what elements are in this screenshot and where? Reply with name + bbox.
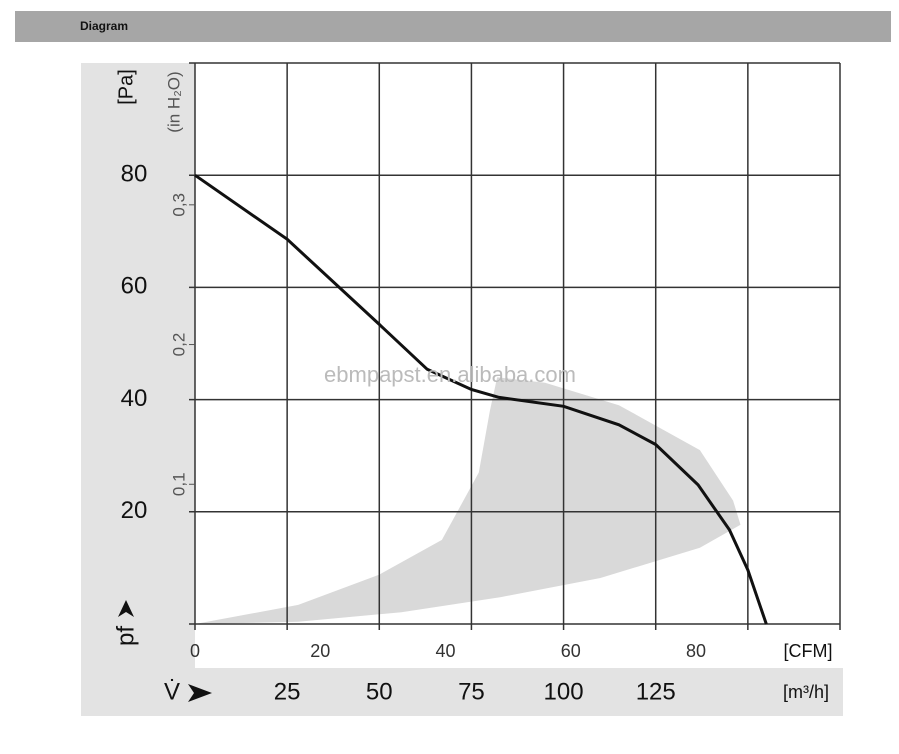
- x2-tick-label: 20: [310, 641, 330, 661]
- y-arrow: [118, 600, 134, 617]
- y2-tick-label: 0,1: [169, 472, 188, 496]
- y2-tick-label: 0,2: [169, 333, 188, 357]
- plot: [189, 62, 841, 630]
- x-arrow: [188, 684, 212, 702]
- y-tick-label: 20: [121, 497, 148, 524]
- y2-axis-label: (in H₂O): [164, 71, 183, 132]
- x-tick-label: 50: [366, 678, 393, 705]
- x-tick-label: 125: [636, 678, 676, 705]
- x-tick-label: 75: [458, 678, 485, 705]
- curve: [194, 173, 768, 625]
- header-bar: [15, 11, 891, 42]
- x-tick-label: 25: [274, 678, 301, 705]
- y-tick-label: 60: [121, 273, 148, 300]
- x2-tick-label: 0: [190, 641, 200, 661]
- x2-tick-label: 60: [561, 641, 581, 661]
- y-axis-label: [Pa]: [115, 69, 137, 105]
- operating-range: [195, 377, 741, 624]
- header-title: Diagram: [80, 19, 128, 33]
- x2-tick-label: 40: [435, 641, 455, 661]
- x-tick-label: 100: [544, 678, 584, 705]
- y-tick-label: 80: [121, 161, 148, 188]
- x-axis-label: [m³/h]: [783, 682, 829, 702]
- x2-tick-label: 80: [686, 641, 706, 661]
- watermark: ebmpapst.en.alibaba.com: [324, 362, 576, 387]
- y2-tick-label: 0,3: [169, 193, 188, 217]
- x2-axis-label: [CFM]: [784, 641, 833, 661]
- y-tick-label: 40: [121, 385, 148, 412]
- x-symbol: V̇: [164, 678, 180, 706]
- y-symbol: pf: [112, 626, 139, 646]
